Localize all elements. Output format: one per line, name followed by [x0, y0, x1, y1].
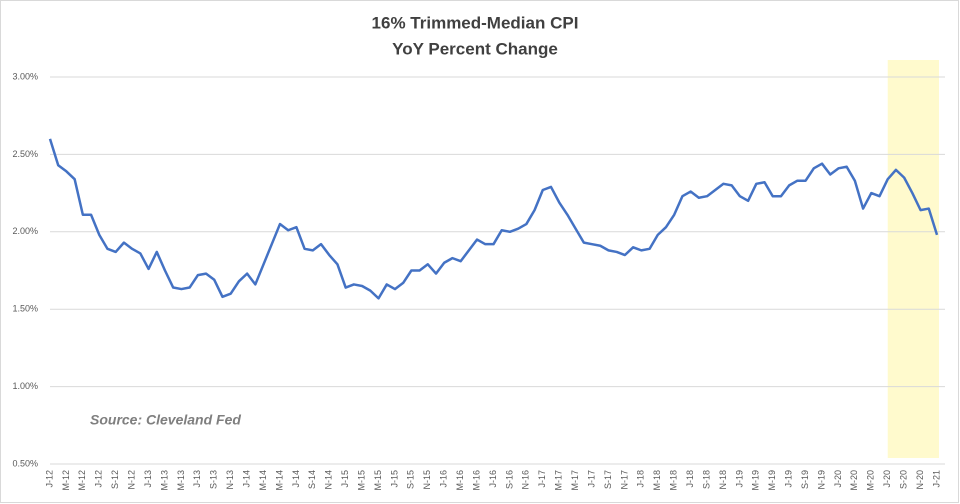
x-tick-label: S-18	[701, 470, 711, 489]
x-tick-label: J-12	[94, 470, 104, 488]
y-tick-label: 1.50%	[12, 304, 38, 314]
x-tick-label: N-19	[816, 470, 826, 490]
x-tick-label: J-13	[143, 470, 153, 488]
x-tick-label: S-16	[504, 470, 514, 489]
x-tick-label: M-18	[669, 470, 679, 491]
source-note: Source: Cleveland Fed	[90, 412, 241, 428]
y-tick-label: 0.50%	[12, 458, 38, 468]
y-tick-label: 2.00%	[12, 226, 38, 236]
x-tick-label: N-12	[127, 470, 137, 490]
x-tick-label: S-15	[406, 470, 416, 489]
x-tick-label: M-14	[258, 470, 268, 491]
x-tick-label: N-17	[619, 470, 629, 490]
x-tick-label: M-20	[866, 470, 876, 491]
x-tick-label: M-16	[455, 470, 465, 491]
x-tick-label: M-18	[652, 470, 662, 491]
x-tick-label: M-13	[159, 470, 169, 491]
x-tick-label: M-12	[77, 470, 87, 491]
x-tick-label: J-16	[439, 470, 449, 488]
x-tick-label: N-15	[422, 470, 432, 490]
x-tick-label: M-13	[176, 470, 186, 491]
x-tick-label: J-15	[389, 470, 399, 488]
x-tick-label: J-20	[882, 470, 892, 488]
x-tick-label: M-19	[767, 470, 777, 491]
x-tick-label: S-12	[110, 470, 120, 489]
x-tick-label: S-13	[209, 470, 219, 489]
x-tick-label: M-17	[570, 470, 580, 491]
y-tick-label: 2.50%	[12, 149, 38, 159]
chart-subtitle: YoY Percent Change	[392, 39, 558, 58]
x-tick-label: J-17	[537, 470, 547, 488]
highlight-band	[887, 60, 939, 458]
x-tick-label: J-16	[488, 470, 498, 488]
x-tick-label: J-19	[734, 470, 744, 488]
x-tick-label: S-20	[899, 470, 909, 489]
x-tick-label: N-18	[718, 470, 728, 490]
y-tick-label: 3.00%	[12, 71, 38, 81]
x-tick-label: J-14	[291, 470, 301, 488]
x-tick-label: M-14	[274, 470, 284, 491]
x-tick-label: J-15	[340, 470, 350, 488]
x-tick-label: N-14	[324, 470, 334, 490]
x-tick-label: J-13	[192, 470, 202, 488]
x-tick-label: M-15	[373, 470, 383, 491]
x-tick-label: J-21	[931, 470, 941, 488]
x-tick-label: S-17	[603, 470, 613, 489]
x-tick-label: N-16	[521, 470, 531, 490]
x-tick-label: M-12	[61, 470, 71, 491]
x-tick-label: J-19	[784, 470, 794, 488]
data-line	[48, 138, 939, 300]
x-tick-label: M-17	[554, 470, 564, 491]
x-tick-label: N-20	[915, 470, 925, 490]
x-tick-label: J-12	[44, 470, 54, 488]
x-tick-label: M-15	[356, 470, 366, 491]
x-tick-label: J-14	[241, 470, 251, 488]
x-tick-label: J-20	[833, 470, 843, 488]
x-tick-label: M-20	[849, 470, 859, 491]
x-tick-label: J-18	[685, 470, 695, 488]
x-tick-label: J-18	[636, 470, 646, 488]
x-tick-label: J-17	[586, 470, 596, 488]
x-tick-label: M-16	[471, 470, 481, 491]
x-tick-label: S-19	[800, 470, 810, 489]
y-tick-label: 1.00%	[12, 381, 38, 391]
x-tick-label: N-13	[225, 470, 235, 490]
chart-title: 16% Trimmed-Median CPI	[372, 13, 579, 32]
x-tick-label: M-19	[751, 470, 761, 491]
x-tick-label: S-14	[307, 470, 317, 489]
